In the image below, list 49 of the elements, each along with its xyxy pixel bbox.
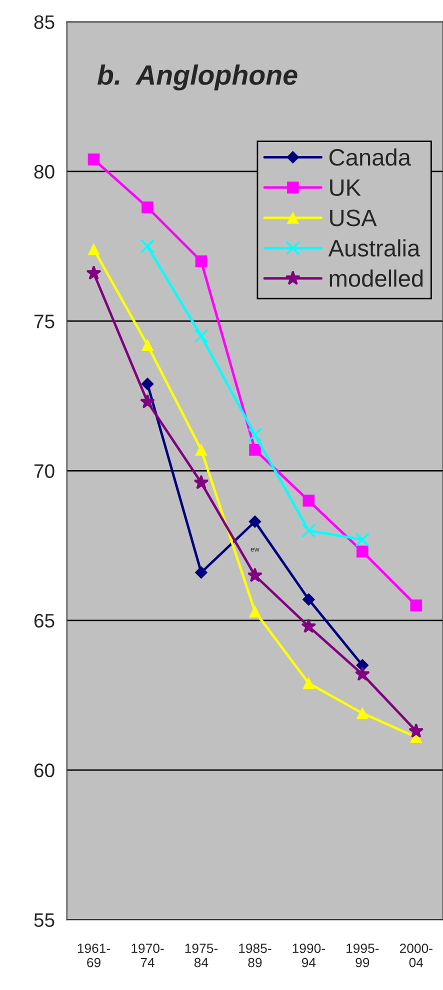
x-tick-label: 1990- 94 (292, 944, 325, 968)
point (140, 394, 155, 408)
point (301, 618, 316, 633)
text: b. Anglophone (97, 64, 298, 90)
point (194, 474, 209, 490)
point (356, 707, 368, 720)
point (410, 600, 422, 612)
y-tick-label: 85 (34, 15, 54, 30)
point (249, 606, 261, 618)
point (88, 243, 100, 256)
point (194, 328, 208, 344)
legend-label: Canada (330, 148, 412, 166)
point (195, 444, 208, 456)
y-tick-label: 75 (34, 314, 54, 328)
point (249, 444, 261, 456)
point (195, 255, 208, 268)
point (302, 677, 315, 690)
x-tick-label: 1970- 74 (132, 944, 164, 968)
point (142, 201, 154, 214)
point (302, 523, 316, 538)
point (141, 378, 154, 390)
legend-label: USA (330, 210, 377, 226)
point (194, 566, 208, 579)
y-tick-label: 80 (34, 164, 54, 179)
point (355, 532, 370, 547)
x-tick-label: 1995- 99 (346, 944, 379, 968)
x-tick-label: 1961- 69 (78, 944, 110, 968)
point (354, 666, 370, 681)
x-tick-label: 1975- 84 (185, 944, 218, 968)
y-tick-label: 60 (34, 764, 54, 778)
y-tick-label: 55 (34, 913, 54, 927)
point (302, 494, 315, 507)
y-tick-label: 65 (34, 614, 54, 628)
legend-label: Australia (328, 239, 420, 257)
point (86, 265, 102, 280)
point (142, 339, 154, 351)
point (302, 593, 315, 606)
point (248, 428, 262, 442)
point (356, 546, 368, 558)
legend-label: UK (330, 180, 361, 196)
point (408, 723, 424, 738)
x-tick-label: 2000- 04 (400, 944, 432, 968)
point (247, 568, 262, 582)
x-tick-label: 1985- 89 (239, 944, 272, 968)
point (140, 239, 155, 254)
point (88, 154, 100, 166)
y-tick-label: 70 (34, 464, 54, 478)
legend-label: modelled (330, 270, 423, 287)
point (248, 515, 262, 528)
